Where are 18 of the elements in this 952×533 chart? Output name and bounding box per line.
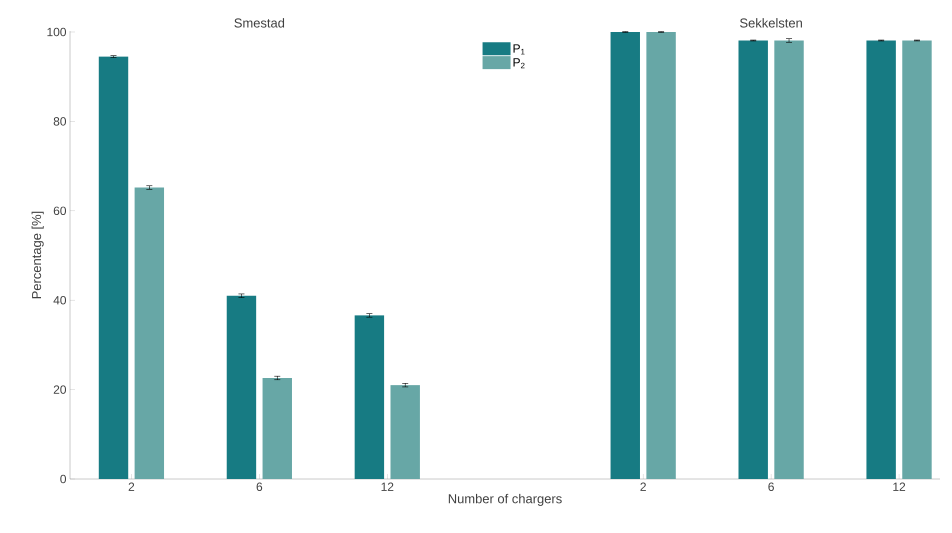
y-tick-label: 20 [54, 385, 66, 394]
x-tick-label: 6 [256, 482, 262, 491]
x-tick-label: 2 [640, 482, 646, 491]
y-axis-title: Percentage [%] [32, 212, 44, 298]
y-tick-label: 80 [54, 117, 66, 126]
legend-label: P$_{2}$ [514, 58, 525, 68]
y-tick-label: 40 [53, 296, 66, 304]
legend-label: P$_{1}$ [514, 44, 525, 54]
x-tick-label: 12 [382, 482, 394, 491]
text: Sekkelsten [740, 18, 802, 28]
text: Smestad [234, 18, 284, 28]
x-tick-label: 6 [768, 482, 774, 491]
x-axis-title: Number of chargers [448, 494, 562, 506]
y-tick-label: 0 [60, 474, 66, 484]
x-tick-label: 2 [128, 482, 134, 491]
x-tick-label: 12 [893, 482, 906, 491]
y-tick-label: 100 [47, 28, 66, 36]
y-tick-label: 60 [54, 206, 66, 216]
